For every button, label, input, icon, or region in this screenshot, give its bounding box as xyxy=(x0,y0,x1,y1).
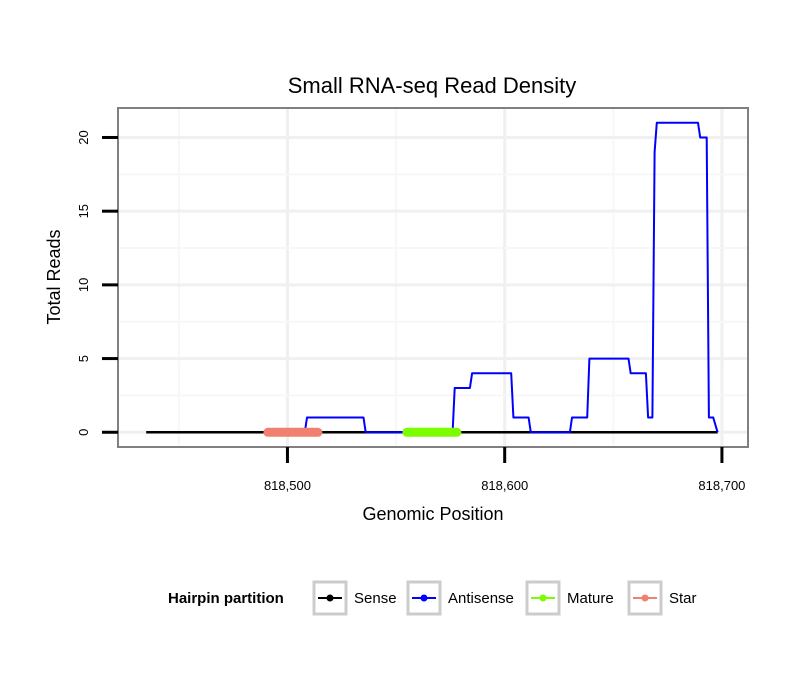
y-tick-label: 10 xyxy=(76,278,91,292)
legend-item-mature: Mature xyxy=(525,580,614,616)
legend-label: Star xyxy=(669,590,697,607)
legend-label: Sense xyxy=(354,590,397,607)
series-line-antisense xyxy=(303,121,719,434)
x-tick-label: 818,700 xyxy=(698,478,745,493)
chart-title: Small RNA-seq Read Density xyxy=(288,73,577,98)
plot-border xyxy=(117,107,749,448)
y-axis-label: Total Reads xyxy=(44,229,64,324)
grid-lines xyxy=(118,108,748,447)
legend-label: Mature xyxy=(567,590,614,607)
legend-items: Sense Antisense Mature Star xyxy=(312,580,697,616)
legend-key-point xyxy=(641,594,649,602)
y-axis: 0 5 10 15 20 xyxy=(76,130,118,436)
x-axis-label: Genomic Position xyxy=(362,504,503,524)
legend: Hairpin partition Sense Antisense Mature St… xyxy=(168,580,697,616)
plot-area xyxy=(117,107,749,448)
legend-key-point xyxy=(420,594,428,602)
y-tick-label: 15 xyxy=(76,204,91,218)
x-tick-label: 818,500 xyxy=(264,478,311,493)
x-axis: 818,500 818,600 818,700 xyxy=(264,447,745,493)
plot-panel xyxy=(118,108,748,447)
legend-title: Hairpin partition xyxy=(168,590,284,607)
legend-item-star: Star xyxy=(627,580,697,616)
legend-item-antisense: Antisense xyxy=(406,580,514,616)
x-tick-label: 818,600 xyxy=(481,478,528,493)
legend-key-point xyxy=(539,594,547,602)
legend-item-sense: Sense xyxy=(312,580,397,616)
y-tick-label: 20 xyxy=(76,130,91,144)
y-tick-label: 5 xyxy=(76,355,91,362)
y-tick-label: 0 xyxy=(76,429,91,436)
legend-key-point xyxy=(326,594,334,602)
series-layer xyxy=(146,121,719,437)
legend-label: Antisense xyxy=(448,590,514,607)
